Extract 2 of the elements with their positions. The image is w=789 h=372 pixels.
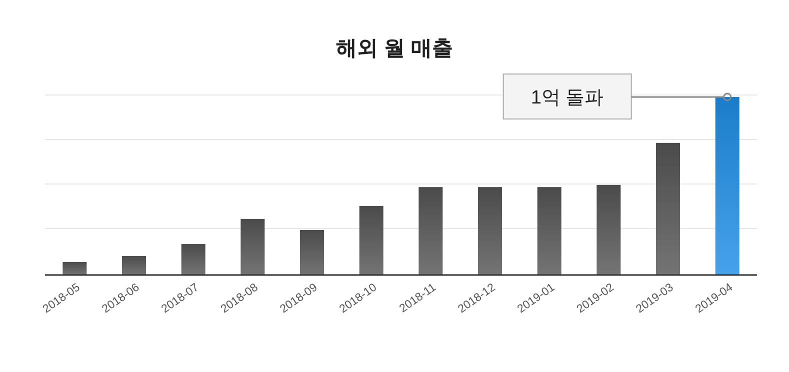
title: 해외 월 매출	[336, 37, 453, 60]
annotation: 1억 돌파	[530, 88, 604, 108]
